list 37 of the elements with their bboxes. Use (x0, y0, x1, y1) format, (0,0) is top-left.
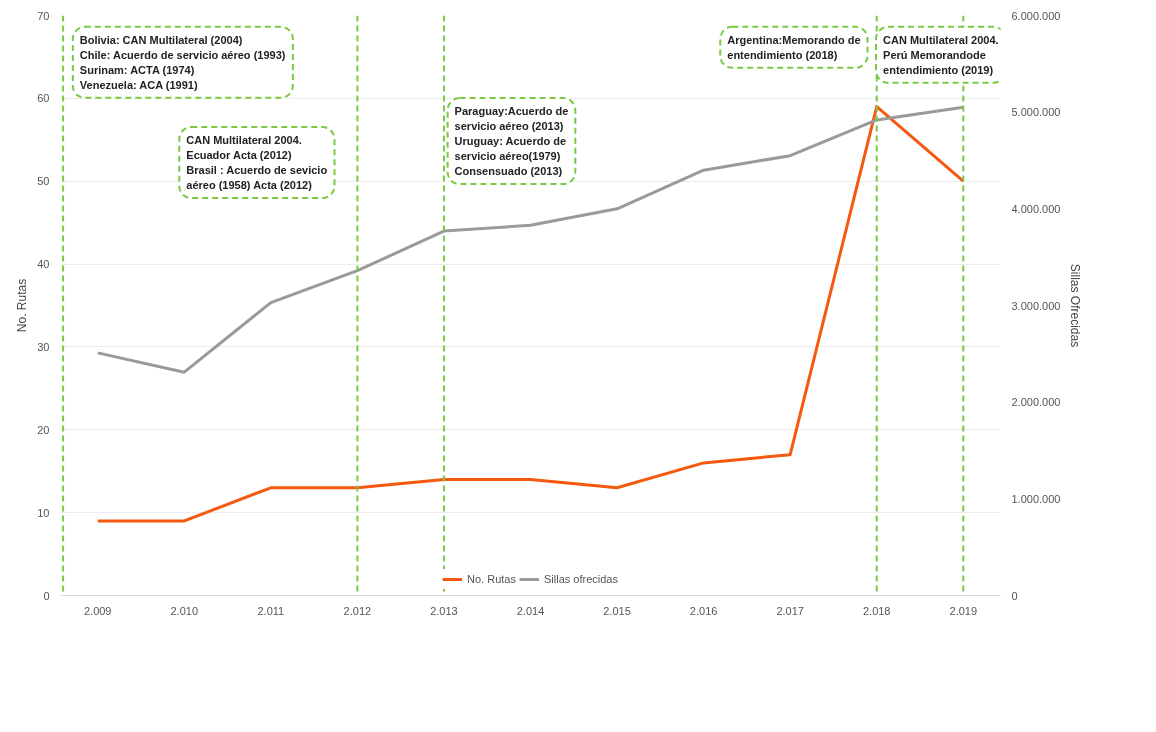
ref-line-label: Argentina:Memorando de entendimiento (2018) (727, 33, 861, 61)
x-tick-label: 2.010 (170, 604, 199, 617)
legend-label: Sillas ofrecidas (543, 573, 618, 585)
x-tick-label: 2.018 (862, 604, 891, 617)
y-tick-label: 30 (37, 340, 50, 353)
y-tick-label: 20 (37, 423, 50, 436)
x-tick-label: 2.011 (257, 604, 285, 617)
y-tick-label: 70 (37, 9, 50, 22)
ref-line-label: CAN Multilateral 2004. Ecuador Acta (2012) Brasil : Acuerdo de sevicio aéreo (1958) Acta (2012) (186, 134, 328, 192)
y2-tick-label: 6.000.000 (1011, 9, 1061, 22)
legend-label: No. Rutas (467, 573, 516, 585)
y2-tick-label: 0 (1011, 589, 1018, 602)
y2-tick-label: 1.000.000 (1011, 492, 1061, 505)
y-tick-label: 50 (37, 175, 50, 188)
x-tick-label: 2.016 (689, 604, 718, 617)
y2-tick-label: 3.000.000 (1011, 299, 1061, 312)
x-tick-label: 2.013 (430, 604, 458, 617)
x-tick-label: 2.012 (343, 604, 372, 617)
line-series (96, 105, 965, 523)
line-series (96, 105, 965, 374)
y-tick-label: 60 (37, 92, 50, 105)
x-tick-label: 2.019 (949, 604, 978, 617)
x-tick-label: 2.009 (83, 604, 112, 617)
ref-line-label: Bolivia: CAN Multilateral (2004) Chile: Acuerdo de servicio aéreo (1993) Surinam: ACTA (1974) Venezuela: ACA (1991) (79, 33, 286, 91)
ref-line-label: Paraguay:Acuerdo de servicio aéreo (2013) Uruguay: Acuerdo de servicio aéreo(1979) Consensuado (2013) (454, 105, 569, 178)
y2-tick-label: 4.000.000 (1011, 202, 1061, 215)
y-tick-label: 40 (37, 258, 50, 271)
y-tick-label: 0 (43, 589, 50, 602)
y2-axis-title: Sillas Ofrecidas (1068, 263, 1083, 348)
y-tick-label: 10 (37, 506, 50, 519)
y2-tick-label: 2.000.000 (1011, 396, 1061, 409)
x-tick-label: 2.015 (603, 604, 631, 617)
x-tick-label: 2.014 (516, 604, 545, 617)
y2-tick-label: 5.000.000 (1011, 106, 1061, 119)
y-axis-title: No. Rutas (15, 278, 30, 333)
x-tick-label: 2.017 (776, 604, 804, 617)
ref-line-label: CAN Multilateral 2004. Perú Memorandode entendimiento (2019) (883, 33, 999, 76)
